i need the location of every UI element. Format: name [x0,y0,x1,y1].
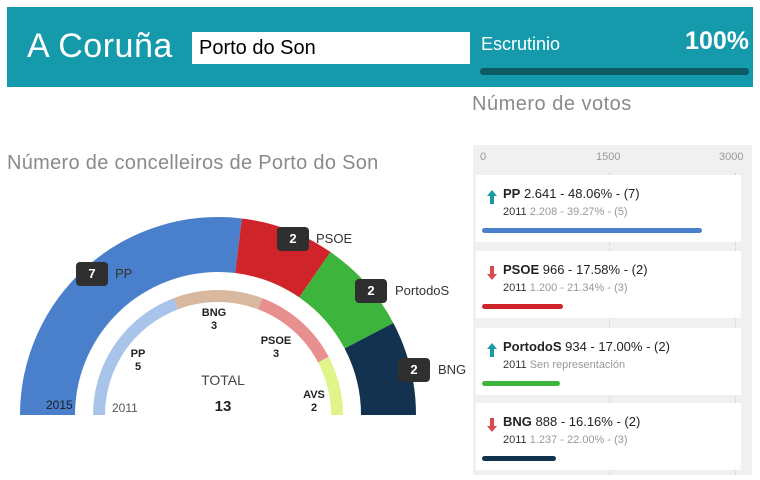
row-prev-stats-psoe: 1.200 - 21.34% - (3) [529,282,628,294]
row-party-bng: BNG [503,414,532,429]
gridline-3000 [735,173,736,475]
axis-tick-1500: 1500 [596,151,621,163]
inner-party-bng: BNG [201,307,227,319]
council-title: Número de concelleiros de Porto do Son [7,152,379,174]
seat-arc-2011-psoe [258,298,329,363]
seats-pill-bng: 2 [398,358,430,382]
seats-pill-portodos: 2 [355,279,387,303]
votes-row-pp[interactable]: PP 2.641 - 48.06% - (7) 2011 2.208 - 39.… [476,175,741,242]
row-party-psoe: PSOE [503,262,540,277]
inner-value-psoe: 3 [272,348,280,360]
seat-arc-2015-portodos [299,252,394,349]
row-prev-stats-bng: 1.237 - 22.00% - (3) [529,434,628,446]
trend-up-icon [487,190,497,204]
row-year-pp: 2011 [503,206,527,218]
seats-pill-psoe: 2 [277,227,309,251]
inner-party-avs: AVS [303,389,325,401]
gridline-1500 [609,173,610,475]
total-label: TOTAL [201,372,245,388]
province-title: A Coruña [27,27,173,65]
seats-pill-pp: 7 [76,262,108,286]
votes-panel: 0 1500 3000 PP 2.641 - 48.06% - (7) 2011… [473,145,752,475]
inner-party-pp: PP [130,348,146,360]
row-stats-pp: 2.641 - 48.06% - (7) [523,186,640,201]
scrutiny-progress-fill [480,68,749,75]
inner-value-avs: 2 [310,402,318,414]
seat-arc-2015-bng [344,322,416,415]
seat-arc-2011-bng [173,290,263,310]
inner-label-bng: BNG 3 [194,307,234,333]
inner-label-pp: PP 5 [118,348,158,374]
row-prev-portodos: 2011 Sen representación [503,359,625,371]
row-prev-stats-pp: 2.208 - 39.27% - (5) [529,206,628,218]
row-main-psoe: PSOE 966 - 17.58% - (2) [503,262,648,277]
row-prev-pp: 2011 2.208 - 39.27% - (5) [503,206,628,218]
total-value: 13 [214,398,232,415]
trend-down-icon [487,418,497,432]
axis-tick-0: 0 [480,151,487,163]
scrutiny-value: 100% [685,27,749,55]
trend-down-icon [487,266,497,280]
axis-tick-3000: 3000 [719,151,744,163]
row-main-bng: BNG 888 - 16.16% - (2) [503,414,640,429]
row-stats-bng: 888 - 16.16% - (2) [535,414,641,429]
municipality-input[interactable] [192,32,470,64]
seats-label-bng: BNG [438,362,467,377]
row-party-portodos: PortodoS [503,339,562,354]
seats-label-portodos: PortodoS [395,283,450,298]
inner-party-psoe: PSOE [260,335,292,347]
row-year-psoe: 2011 [503,282,527,294]
inner-label-psoe: PSOE 3 [256,335,296,361]
row-party-pp: PP [503,186,521,201]
hemicycle-chart [20,216,416,415]
seats-label-psoe: PSOE [316,231,353,246]
row-main-portodos: PortodoS 934 - 17.00% - (2) [503,339,670,354]
row-stats-portodos: 934 - 17.00% - (2) [565,339,670,354]
seat-arc-2011-pp [93,298,178,415]
votes-row-bng[interactable]: BNG 888 - 16.16% - (2) 2011 1.237 - 22.0… [476,403,741,470]
row-main-pp: PP 2.641 - 48.06% - (7) [503,186,640,201]
seats-label-pp: PP [115,266,133,281]
vote-bar-pp [482,228,702,233]
row-prev-stats-portodos: Sen representación [529,359,626,371]
header-bar: A Coruña Escrutinio 100% [7,7,753,87]
scrutiny-label: Escrutinio [481,34,561,54]
votes-title: Número de votos [472,93,632,115]
scrutiny-progress-bar [480,68,749,75]
votes-row-psoe[interactable]: PSOE 966 - 17.58% - (2) 2011 1.200 - 21.… [476,251,741,318]
vote-bar-portodos [482,381,560,386]
inner-year-label: 2011 [112,401,138,415]
row-stats-psoe: 966 - 17.58% - (2) [542,262,648,277]
row-year-portodos: 2011 [503,359,527,371]
seat-arc-2011-avs [318,356,343,415]
inner-value-bng: 3 [210,320,218,332]
inner-label-avs: AVS 2 [294,389,334,415]
votes-axis: 0 1500 3000 [473,145,752,175]
inner-value-pp: 5 [134,361,142,373]
row-prev-bng: 2011 1.237 - 22.00% - (3) [503,434,628,446]
seat-arc-2015-pp [20,216,242,415]
votes-row-portodos[interactable]: PortodoS 934 - 17.00% - (2) 2011 Sen rep… [476,328,741,395]
trend-up-icon [487,343,497,357]
row-prev-psoe: 2011 1.200 - 21.34% - (3) [503,282,628,294]
vote-bar-psoe [482,304,563,309]
outer-year-label: 2015 [46,398,73,412]
vote-bar-bng [482,456,556,461]
row-year-bng: 2011 [503,434,527,446]
